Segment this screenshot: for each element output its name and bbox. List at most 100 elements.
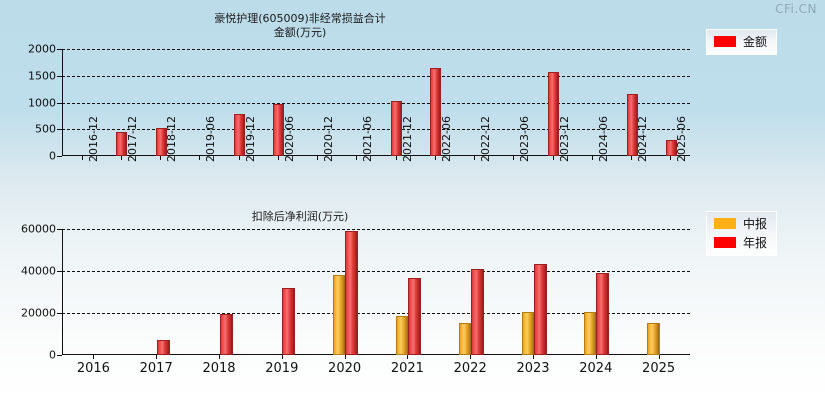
bar-中报-2025[interactable] xyxy=(647,322,661,355)
legend-item-interim-report[interactable]: 中报 xyxy=(714,215,767,232)
bar-年报-2023[interactable] xyxy=(533,263,547,355)
x-axis-tick-mark xyxy=(595,355,597,359)
x-axis-tick-label: 2016-12 xyxy=(86,116,100,162)
bar-金额-2021-12[interactable] xyxy=(391,101,403,156)
y-axis-tick-label: 1000 xyxy=(28,96,56,109)
bar-年报-2017[interactable] xyxy=(156,339,170,355)
x-axis-tick-label: 2024-06 xyxy=(596,116,610,162)
bar-金额-2019-12[interactable] xyxy=(234,113,246,156)
bar-金额-2018-12[interactable] xyxy=(155,127,167,156)
top-chart-subtitle: 金额(万元) xyxy=(273,26,327,39)
gridline xyxy=(62,75,690,77)
top-chart-title: 豪悦护理(605009)非经常损益合计 xyxy=(214,12,386,25)
y-axis-tick-mark xyxy=(57,49,62,50)
y-axis-tick-label: 0 xyxy=(49,348,56,362)
x-axis-tick-mark xyxy=(631,156,633,160)
legend-item-annual-report[interactable]: 年报 xyxy=(714,234,767,251)
bar-年报-2018[interactable] xyxy=(219,314,233,355)
y-axis-tick-mark xyxy=(57,313,62,314)
bar-金额-2020-06[interactable] xyxy=(273,103,285,156)
x-axis-tick-label: 2016 xyxy=(76,361,110,376)
x-axis-tick-mark xyxy=(160,156,162,160)
y-axis-tick-mark xyxy=(57,229,62,230)
bottom-chart-title: 扣除后净利润(万元) xyxy=(251,210,349,223)
bar-年报-2022[interactable] xyxy=(470,269,484,355)
nonrecurring-gainloss-chart: 豪悦护理(605009)非经常损益合计 金额(万元) 0 500 1000 1500 2… xyxy=(0,0,700,200)
gridline xyxy=(62,313,690,314)
legend-swatch-icon xyxy=(714,218,736,229)
x-axis-tick-mark xyxy=(238,156,240,160)
x-axis-tick-label: 2019-12 xyxy=(243,116,257,162)
x-axis-tick-label: 2018-12 xyxy=(165,116,179,162)
y-axis-tick-mark xyxy=(57,129,62,131)
top-chart-x-axis xyxy=(62,155,690,156)
x-axis-tick-mark xyxy=(344,355,346,359)
x-axis-tick-mark xyxy=(219,355,220,359)
x-axis-tick-mark xyxy=(434,156,436,160)
x-axis-tick-label: 2021-06 xyxy=(361,116,375,162)
x-axis-tick-label: 2018 xyxy=(202,361,236,376)
x-axis-tick-label: 2025 xyxy=(642,361,676,376)
x-axis-tick-label: 2022 xyxy=(453,361,487,376)
bottom-chart-plot-area: 0 20000 40000 60000 2016 2017 2018 2019 2020 2021… xyxy=(21,223,690,376)
x-axis-tick-label: 2017-12 xyxy=(125,116,139,162)
x-axis-tick-label: 2024 xyxy=(579,361,613,376)
x-axis-tick-mark xyxy=(281,355,283,359)
legend-label-interim: 中报 xyxy=(743,217,768,231)
legend-item-amount[interactable]: 金额 xyxy=(714,33,767,50)
legend-swatch-icon xyxy=(714,36,736,47)
x-axis-tick-label: 2022-12 xyxy=(479,116,493,162)
bar-金额-2025-06[interactable] xyxy=(665,139,677,156)
x-axis-tick-mark xyxy=(513,156,515,160)
bar-年报-2020[interactable] xyxy=(345,231,359,355)
y-axis-tick-mark xyxy=(57,271,62,272)
x-axis-tick-label: 2022-06 xyxy=(439,116,453,162)
y-axis-tick-mark xyxy=(57,102,62,104)
x-axis-tick-label: 2024-12 xyxy=(636,116,650,162)
gridline xyxy=(62,102,690,104)
gridline xyxy=(62,49,690,50)
y-axis-tick-label: 2000 xyxy=(28,42,56,56)
bar-年报-2019[interactable] xyxy=(282,287,296,355)
deducted-net-profit-chart: 扣除后净利润(万元) 0 20000 40000 60000 2016 2017 2018 2… xyxy=(0,200,700,400)
gridline xyxy=(62,229,690,230)
x-axis-tick-mark xyxy=(317,156,319,160)
y-axis-tick-label: 0 xyxy=(49,149,56,163)
bar-金额-2024-12[interactable] xyxy=(626,93,638,156)
bar-金额-2023-12[interactable] xyxy=(548,71,560,156)
x-axis-tick-mark xyxy=(277,156,279,160)
x-axis-tick-mark xyxy=(356,156,358,160)
y-axis-tick-mark xyxy=(57,156,62,157)
x-axis-tick-mark xyxy=(670,156,672,160)
x-axis-tick-label: 2023 xyxy=(516,361,550,376)
x-axis-tick-label: 2019 xyxy=(265,361,299,376)
bar-金额-2017-12[interactable] xyxy=(116,131,128,156)
legend-label-amount: 金额 xyxy=(743,35,768,49)
legend-label-annual: 年报 xyxy=(743,236,768,250)
bar-年报-2021[interactable] xyxy=(407,278,421,355)
x-axis-tick-mark xyxy=(93,355,95,359)
x-axis-tick-label: 2021 xyxy=(390,361,424,376)
x-axis-tick-label: 2023-12 xyxy=(557,116,571,162)
x-axis-tick-mark xyxy=(395,156,397,160)
top-chart-plot-area: 0 500 1000 1500 2000 2016-12 2017-12 2018-12 201… xyxy=(28,43,690,163)
x-axis-tick-label: 2025-06 xyxy=(675,116,689,162)
y-axis-tick-label: 60000 xyxy=(21,222,56,236)
bottom-chart-x-axis xyxy=(62,354,690,355)
legend-swatch-icon xyxy=(714,237,736,248)
y-axis-tick-mark xyxy=(57,355,62,356)
site-watermark: CFi.CN xyxy=(775,2,817,16)
x-axis-tick-mark xyxy=(533,355,534,359)
x-axis-tick-mark xyxy=(120,156,122,160)
x-axis-tick-label: 2020-12 xyxy=(322,116,336,162)
x-axis-tick-label: 2021-12 xyxy=(400,116,414,162)
bar-年报-2024[interactable] xyxy=(596,273,610,355)
gridline xyxy=(62,129,690,131)
y-axis-tick-label: 40000 xyxy=(21,264,56,278)
bar-金额-2022-06[interactable] xyxy=(430,68,442,156)
bottom-chart-legend: 中报 年报 xyxy=(706,211,778,256)
bottom-chart-y-axis xyxy=(62,229,63,355)
x-axis-tick-label: 2019-06 xyxy=(204,116,218,162)
x-axis-tick-label: 2020 xyxy=(328,361,362,376)
